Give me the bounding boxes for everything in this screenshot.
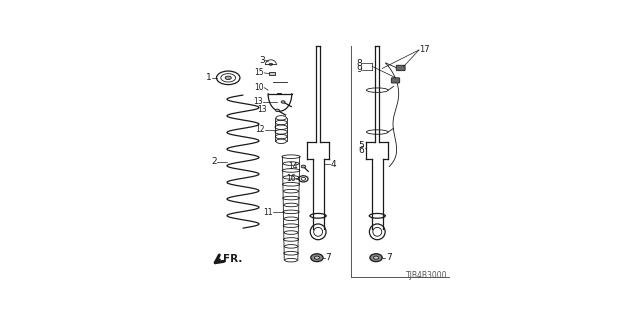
Text: 12: 12 [255, 125, 265, 134]
Text: 9: 9 [356, 65, 362, 75]
Text: 11: 11 [264, 208, 273, 217]
Text: TJB4B3000: TJB4B3000 [406, 271, 447, 280]
Text: 16: 16 [286, 174, 296, 183]
Text: 7: 7 [386, 253, 392, 262]
Ellipse shape [275, 109, 280, 112]
Text: 14: 14 [288, 162, 298, 171]
Text: 15: 15 [254, 68, 264, 77]
Text: 13: 13 [257, 105, 266, 114]
Ellipse shape [311, 254, 323, 262]
Text: 2: 2 [211, 157, 216, 166]
Text: 13: 13 [253, 98, 263, 107]
Ellipse shape [314, 256, 319, 259]
Text: 1: 1 [206, 73, 212, 82]
Text: FR.: FR. [223, 254, 242, 264]
Ellipse shape [374, 256, 378, 259]
Ellipse shape [281, 101, 285, 103]
Text: 7: 7 [326, 253, 332, 262]
Text: 8: 8 [356, 59, 362, 68]
FancyBboxPatch shape [396, 65, 405, 71]
Ellipse shape [370, 254, 382, 262]
Text: 4: 4 [330, 160, 336, 169]
FancyBboxPatch shape [391, 78, 400, 83]
Text: 3: 3 [259, 56, 265, 65]
Text: 5: 5 [358, 141, 364, 150]
Ellipse shape [225, 76, 231, 80]
Text: 6: 6 [358, 146, 364, 155]
Text: 17: 17 [419, 45, 430, 54]
FancyBboxPatch shape [269, 72, 275, 75]
Ellipse shape [301, 165, 305, 168]
Text: 10: 10 [254, 83, 264, 92]
